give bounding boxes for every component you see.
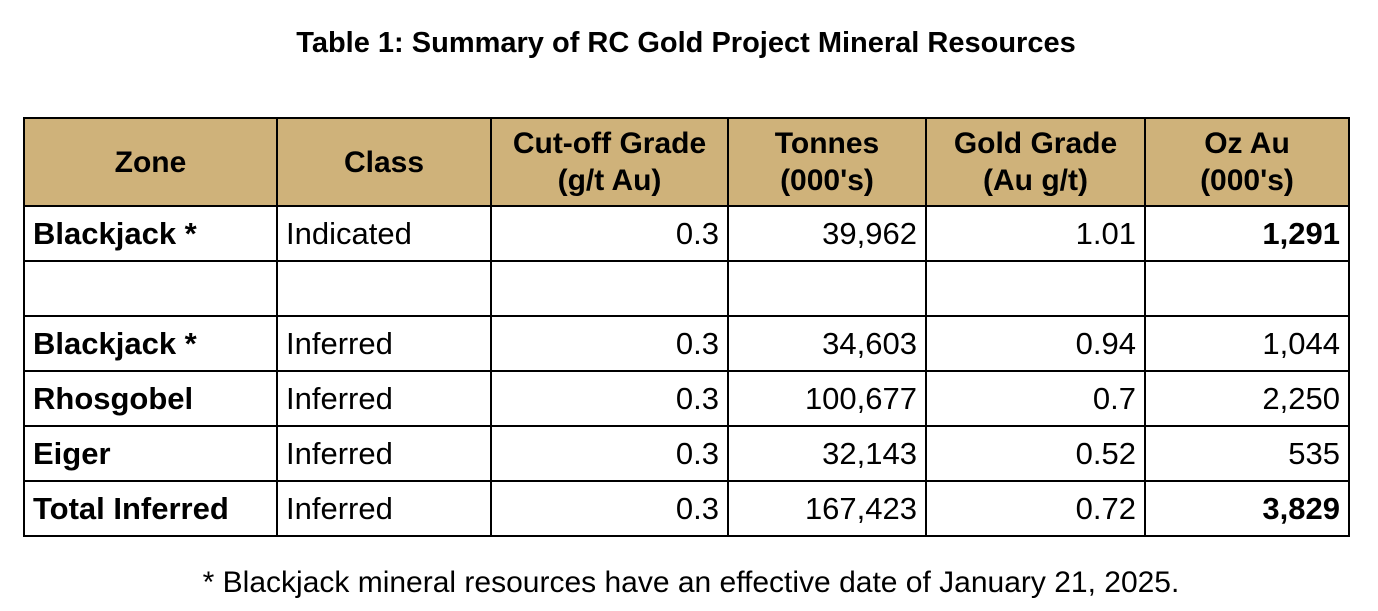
- cell-grade: 0.7: [925, 370, 1146, 427]
- header-gold-grade-line2: (Au g/t): [983, 164, 1088, 197]
- cell-oz: 3,829: [1144, 480, 1350, 537]
- cell-grade: [925, 260, 1146, 317]
- cell-oz: 535: [1144, 425, 1350, 482]
- table-header: Zone Class Cut-off Grade (g/t Au) Tonnes…: [23, 117, 1350, 207]
- cell-class: Inferred: [276, 370, 492, 427]
- header-tonnes-line1: Tonnes: [774, 127, 880, 160]
- cell-class: [276, 260, 492, 317]
- header-class: Class: [276, 117, 492, 207]
- table-body: Blackjack * Indicated 0.3 39,962 1.01 1,…: [23, 205, 1350, 537]
- cell-oz: [1144, 260, 1350, 317]
- cell-zone: [23, 260, 278, 317]
- table-row: Rhosgobel Inferred 0.3 100,677 0.7 2,250: [23, 370, 1350, 427]
- cell-cutoff: [490, 260, 729, 317]
- header-zone-label: Zone: [114, 145, 187, 179]
- header-row: Zone Class Cut-off Grade (g/t Au) Tonnes…: [23, 117, 1350, 207]
- cell-oz: 1,291: [1144, 205, 1350, 262]
- header-cutoff-grade: Cut-off Grade (g/t Au): [490, 117, 729, 207]
- cell-zone: Rhosgobel: [23, 370, 278, 427]
- header-zone: Zone: [23, 117, 278, 207]
- table-row-spacer: [23, 260, 1350, 317]
- table-row: Blackjack * Indicated 0.3 39,962 1.01 1,…: [23, 205, 1350, 262]
- cell-class: Indicated: [276, 205, 492, 262]
- cell-tonnes: 34,603: [727, 315, 927, 372]
- table-row: Blackjack * Inferred 0.3 34,603 0.94 1,0…: [23, 315, 1350, 372]
- cell-zone: Eiger: [23, 425, 278, 482]
- footnote: * Blackjack mineral resources have an ef…: [202, 566, 1180, 599]
- cell-zone: Total Inferred: [23, 480, 278, 537]
- cell-oz: 1,044: [1144, 315, 1350, 372]
- header-gold-grade: Gold Grade (Au g/t): [925, 117, 1146, 207]
- table-row-total: Total Inferred Inferred 0.3 167,423 0.72…: [23, 480, 1350, 537]
- header-class-label: Class: [343, 145, 425, 179]
- cell-tonnes: 32,143: [727, 425, 927, 482]
- cell-class: Inferred: [276, 315, 492, 372]
- header-oz-au-line1: Oz Au: [1204, 127, 1290, 160]
- header-gold-grade-line1: Gold Grade: [953, 127, 1118, 160]
- header-tonnes: Tonnes (000's): [727, 117, 927, 207]
- header-cutoff-grade-line2: (g/t Au): [557, 164, 662, 197]
- cell-cutoff: 0.3: [490, 425, 729, 482]
- cell-tonnes: 39,962: [727, 205, 927, 262]
- cell-oz: 2,250: [1144, 370, 1350, 427]
- cell-cutoff: 0.3: [490, 315, 729, 372]
- cell-grade: 0.72: [925, 480, 1146, 537]
- cell-tonnes: 100,677: [727, 370, 927, 427]
- cell-tonnes: 167,423: [727, 480, 927, 537]
- cell-zone: Blackjack *: [23, 315, 278, 372]
- cell-class: Inferred: [276, 425, 492, 482]
- table-row: Eiger Inferred 0.3 32,143 0.52 535: [23, 425, 1350, 482]
- cell-class: Inferred: [276, 480, 492, 537]
- header-tonnes-line2: (000's): [780, 164, 874, 197]
- header-oz-au: Oz Au (000's): [1144, 117, 1350, 207]
- cell-grade: 0.94: [925, 315, 1146, 372]
- cell-grade: 0.52: [925, 425, 1146, 482]
- cell-cutoff: 0.3: [490, 480, 729, 537]
- header-oz-au-line2: (000's): [1200, 164, 1294, 197]
- cell-grade: 1.01: [925, 205, 1146, 262]
- cell-zone: Blackjack *: [23, 205, 278, 262]
- mineral-resources-table: Zone Class Cut-off Grade (g/t Au) Tonnes…: [23, 117, 1350, 537]
- cell-cutoff: 0.3: [490, 370, 729, 427]
- table-title: Table 1: Summary of RC Gold Project Mine…: [296, 27, 1076, 59]
- cell-tonnes: [727, 260, 927, 317]
- header-cutoff-grade-line1: Cut-off Grade: [512, 127, 707, 160]
- cell-cutoff: 0.3: [490, 205, 729, 262]
